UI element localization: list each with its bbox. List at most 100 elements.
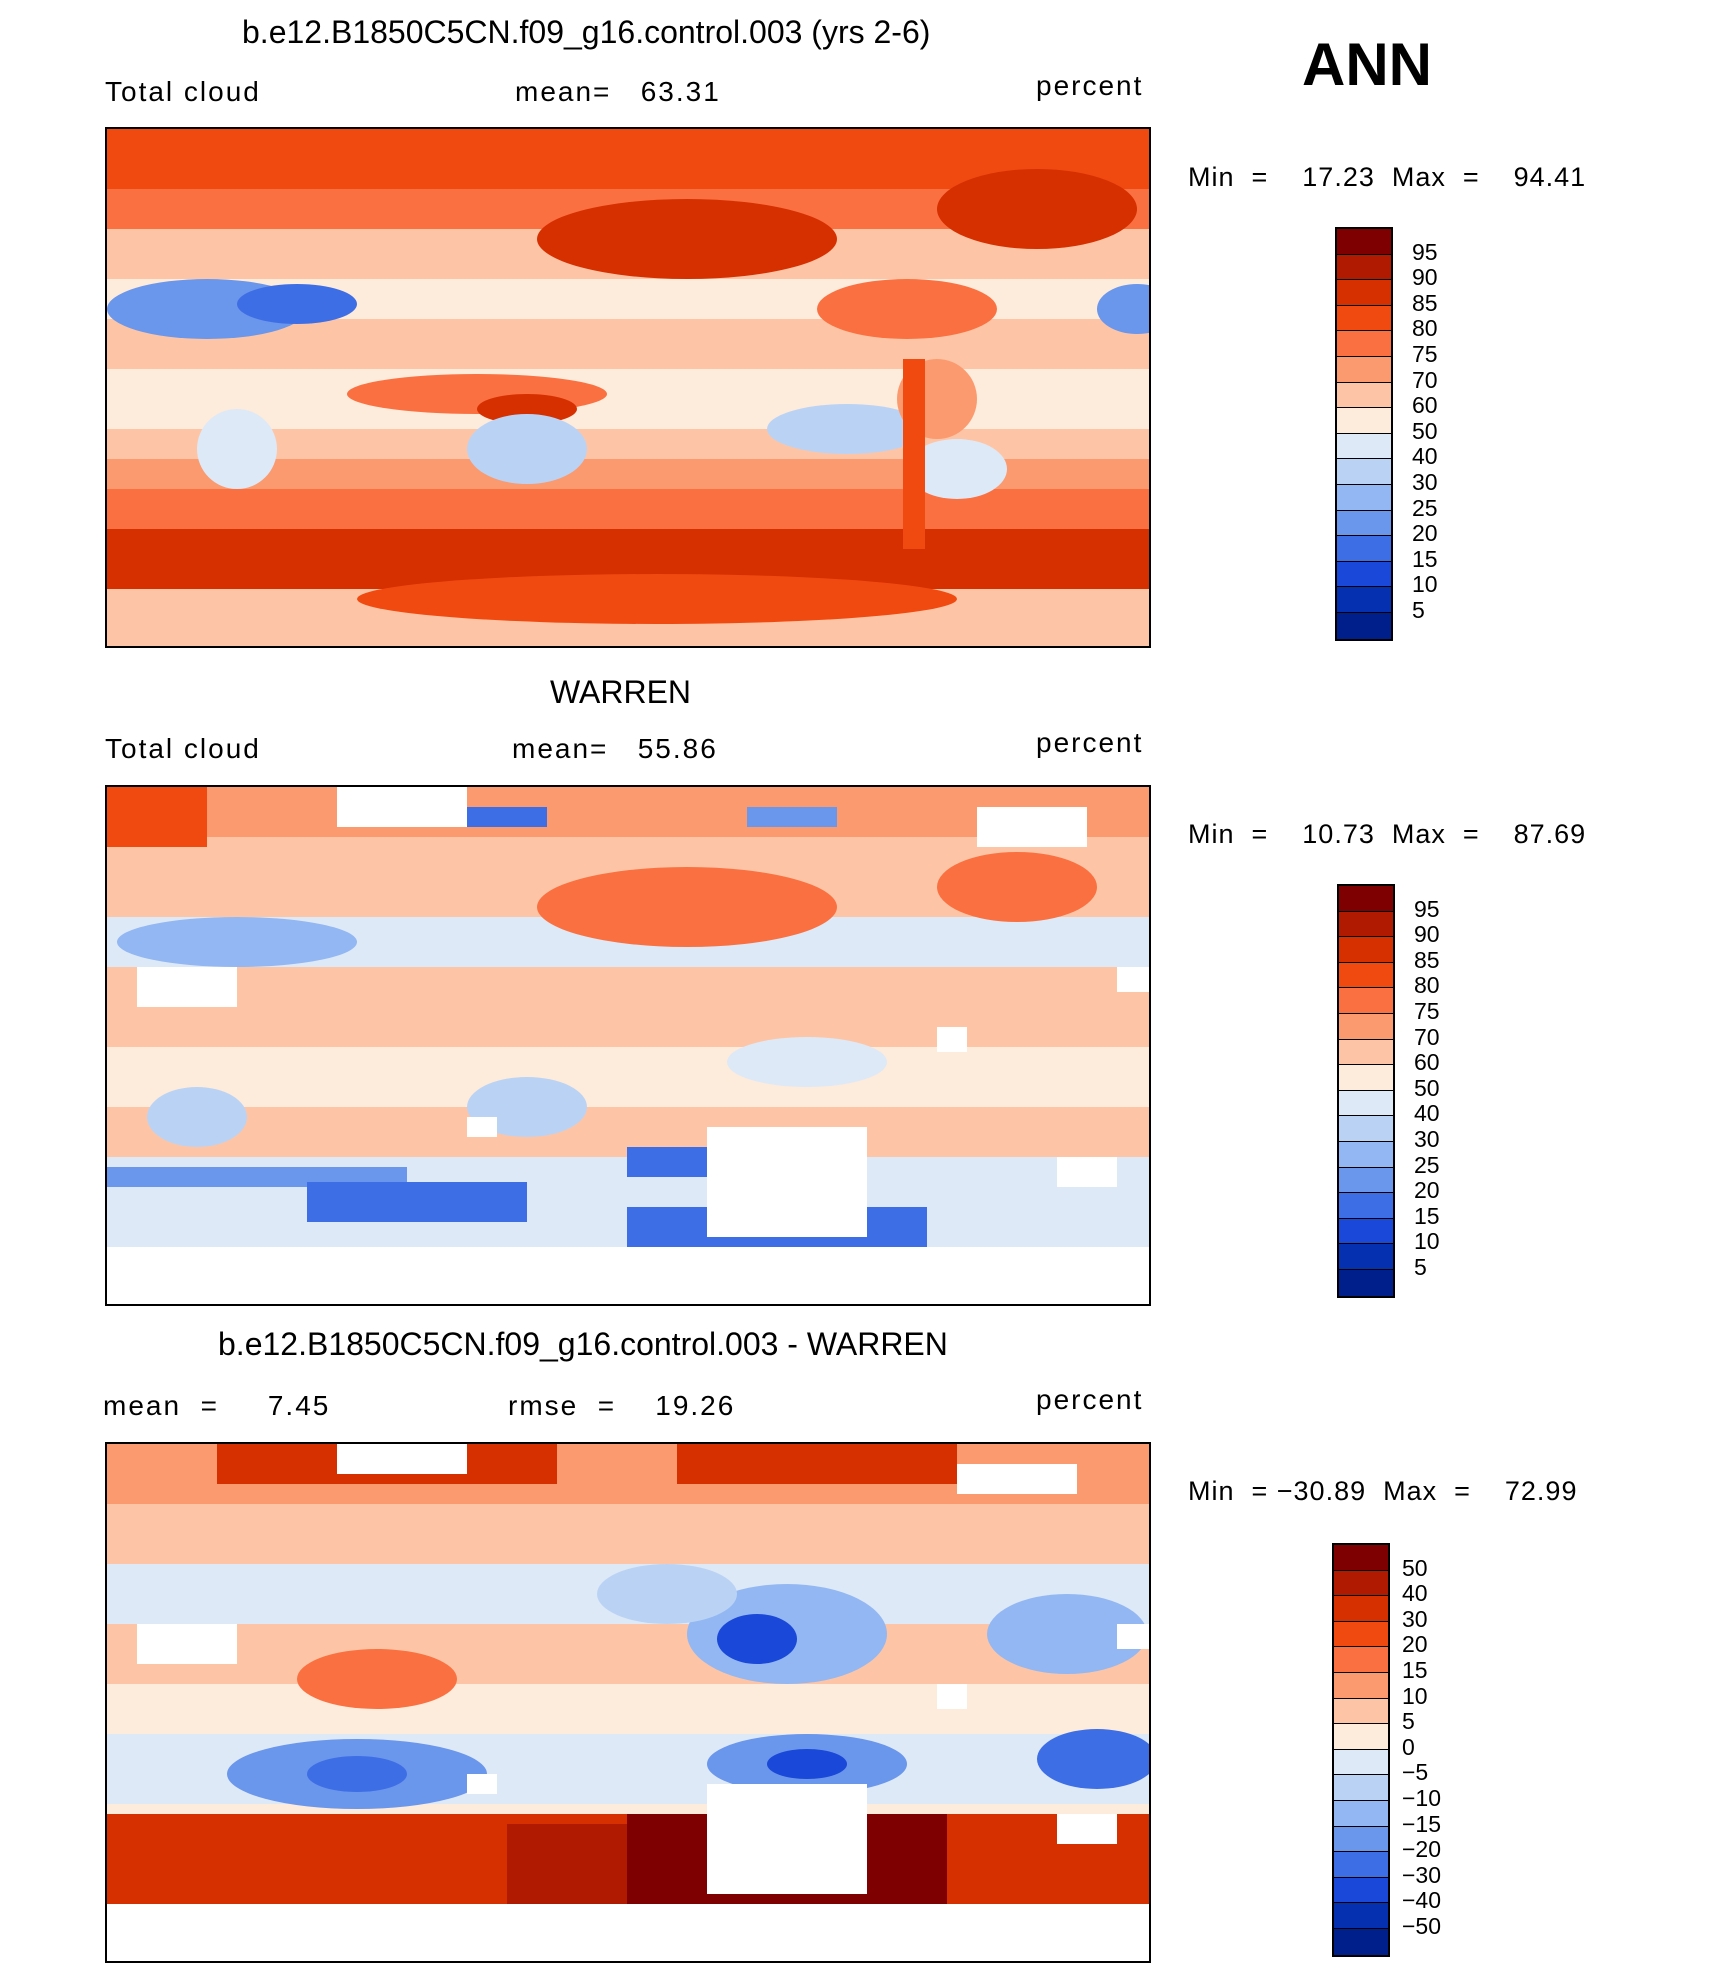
colorbar-swatch bbox=[1337, 484, 1391, 511]
colorbar-tick-label: 50 bbox=[1414, 1074, 1440, 1101]
colorbar-tick-label: −50 bbox=[1402, 1913, 1442, 1939]
colorbar-tick-label: 95 bbox=[1414, 895, 1440, 922]
colorbar-swatch bbox=[1334, 1800, 1388, 1827]
colorbar-swatch bbox=[1337, 536, 1391, 562]
colorbar-swatch bbox=[1337, 382, 1391, 409]
colorbar-swatch bbox=[1337, 280, 1391, 306]
panel-mean-obs: mean= 55.86 bbox=[512, 733, 718, 764]
colorbar-swatch bbox=[1334, 1596, 1388, 1622]
colorbar-diff-swatches bbox=[1334, 1545, 1388, 1955]
colorbar-tick-label: 30 bbox=[1402, 1605, 1428, 1632]
colorbar-swatch bbox=[1337, 561, 1391, 588]
colorbar-swatch bbox=[1339, 1269, 1393, 1296]
colorbar-tick-label: 75 bbox=[1412, 341, 1438, 367]
colorbar-swatch bbox=[1339, 1167, 1393, 1194]
colorbar-tick-label: 85 bbox=[1414, 946, 1440, 973]
colorbar-tick-label: 0 bbox=[1402, 1733, 1415, 1760]
panel-minmax-diff: Min = −30.89 Max = 72.99 bbox=[1188, 1476, 1578, 1506]
colorbar-tick-label: 95 bbox=[1412, 238, 1438, 265]
panel-minmax-model: Min = 17.23 Max = 94.41 bbox=[1188, 162, 1587, 192]
colorbar-swatch bbox=[1339, 1218, 1393, 1245]
colorbar-swatch bbox=[1334, 1775, 1388, 1801]
colorbar-tick-label: 20 bbox=[1402, 1631, 1428, 1658]
colorbar-swatch bbox=[1339, 937, 1393, 963]
colorbar-tick-label: 10 bbox=[1412, 571, 1438, 598]
panel-left-label-model: Total cloud bbox=[105, 76, 261, 107]
colorbar-tick-label: 80 bbox=[1412, 315, 1438, 342]
colorbar-tick-label: 60 bbox=[1412, 392, 1438, 419]
map-model bbox=[105, 127, 1151, 648]
panel-title-model: b.e12.B1850C5CN.f09_g16.control.003 (yrs… bbox=[242, 14, 931, 50]
colorbar-swatch bbox=[1337, 459, 1391, 485]
colorbar-swatch bbox=[1334, 1647, 1388, 1673]
panel-mean-diff: mean = 7.45 bbox=[103, 1390, 331, 1421]
colorbar-tick-label: 25 bbox=[1414, 1151, 1440, 1178]
colorbar-tick-label: 50 bbox=[1402, 1554, 1428, 1581]
colorbar-swatch bbox=[1339, 962, 1393, 989]
colorbar-swatch bbox=[1339, 911, 1393, 938]
colorbar-swatch bbox=[1339, 1065, 1393, 1091]
colorbar-tick-label: 15 bbox=[1414, 1202, 1440, 1229]
map-diff bbox=[105, 1442, 1151, 1963]
colorbar-tick-label: −15 bbox=[1402, 1810, 1442, 1837]
colorbar-tick-label: 10 bbox=[1414, 1228, 1440, 1255]
colorbar-obs bbox=[1337, 884, 1395, 1298]
panel-units-model: percent bbox=[1036, 70, 1144, 101]
colorbar-tick-label: −10 bbox=[1402, 1785, 1442, 1811]
colorbar-swatch bbox=[1339, 886, 1393, 912]
colorbar-diff bbox=[1332, 1543, 1390, 1957]
colorbar-tick-label: 20 bbox=[1414, 1177, 1440, 1204]
colorbar-swatch bbox=[1334, 1672, 1388, 1699]
panel-units-diff: percent bbox=[1036, 1384, 1144, 1415]
colorbar-swatch bbox=[1337, 305, 1391, 332]
map-obs-field bbox=[107, 787, 1149, 1304]
colorbar-swatch bbox=[1334, 1826, 1388, 1853]
colorbar-tick-label: 15 bbox=[1402, 1657, 1428, 1683]
colorbar-tick-label: 30 bbox=[1412, 469, 1438, 495]
panel-title-diff: b.e12.B1850C5CN.f09_g16.control.003 - WA… bbox=[218, 1326, 948, 1362]
colorbar-swatch bbox=[1339, 1193, 1393, 1219]
colorbar-swatch bbox=[1339, 1013, 1393, 1040]
colorbar-swatch bbox=[1334, 1903, 1388, 1929]
colorbar-swatch bbox=[1337, 229, 1391, 255]
colorbar-swatch bbox=[1339, 1141, 1393, 1168]
colorbar-tick-label: 50 bbox=[1412, 417, 1438, 444]
colorbar-swatch bbox=[1339, 1116, 1393, 1142]
colorbar-tick-label: 70 bbox=[1414, 1023, 1440, 1050]
colorbar-swatch bbox=[1339, 1244, 1393, 1270]
colorbar-swatch bbox=[1334, 1928, 1388, 1955]
panel-left-label-obs: Total cloud bbox=[105, 733, 261, 764]
colorbar-tick-label: 40 bbox=[1412, 443, 1438, 470]
colorbar-tick-label: 5 bbox=[1402, 1708, 1415, 1735]
colorbar-obs-swatches bbox=[1339, 886, 1393, 1296]
colorbar-tick-label: 80 bbox=[1414, 972, 1440, 999]
colorbar-tick-label: 5 bbox=[1412, 597, 1425, 623]
colorbar-swatch bbox=[1337, 612, 1391, 639]
colorbar-tick-label: 10 bbox=[1402, 1682, 1428, 1709]
colorbar-swatch bbox=[1334, 1877, 1388, 1904]
colorbar-swatch bbox=[1337, 331, 1391, 357]
colorbar-tick-label: 15 bbox=[1412, 545, 1438, 572]
colorbar-tick-label: 85 bbox=[1412, 289, 1438, 316]
colorbar-swatch bbox=[1339, 988, 1393, 1014]
colorbar-swatch bbox=[1334, 1621, 1388, 1648]
colorbar-tick-label: 25 bbox=[1412, 494, 1438, 521]
colorbar-tick-label: −5 bbox=[1402, 1759, 1429, 1786]
colorbar-swatch bbox=[1337, 408, 1391, 434]
colorbar-swatch bbox=[1334, 1749, 1388, 1776]
colorbar-swatch bbox=[1337, 510, 1391, 537]
colorbar-tick-label: 30 bbox=[1414, 1126, 1440, 1152]
colorbar-swatch bbox=[1334, 1545, 1388, 1571]
map-diff-field bbox=[107, 1444, 1149, 1961]
panel-rmse-diff: rmse = 19.26 bbox=[508, 1390, 736, 1421]
colorbar-swatch bbox=[1337, 254, 1391, 281]
colorbar-tick-label: 5 bbox=[1414, 1254, 1427, 1280]
panel-title-obs: WARREN bbox=[550, 674, 692, 710]
colorbar-tick-label: 70 bbox=[1412, 366, 1438, 393]
colorbar-tick-label: −40 bbox=[1402, 1887, 1442, 1914]
colorbar-model-swatches bbox=[1337, 229, 1391, 639]
colorbar-tick-label: −20 bbox=[1402, 1836, 1442, 1863]
colorbar-swatch bbox=[1334, 1698, 1388, 1725]
colorbar-tick-label: 75 bbox=[1414, 998, 1440, 1024]
colorbar-model bbox=[1335, 227, 1393, 641]
